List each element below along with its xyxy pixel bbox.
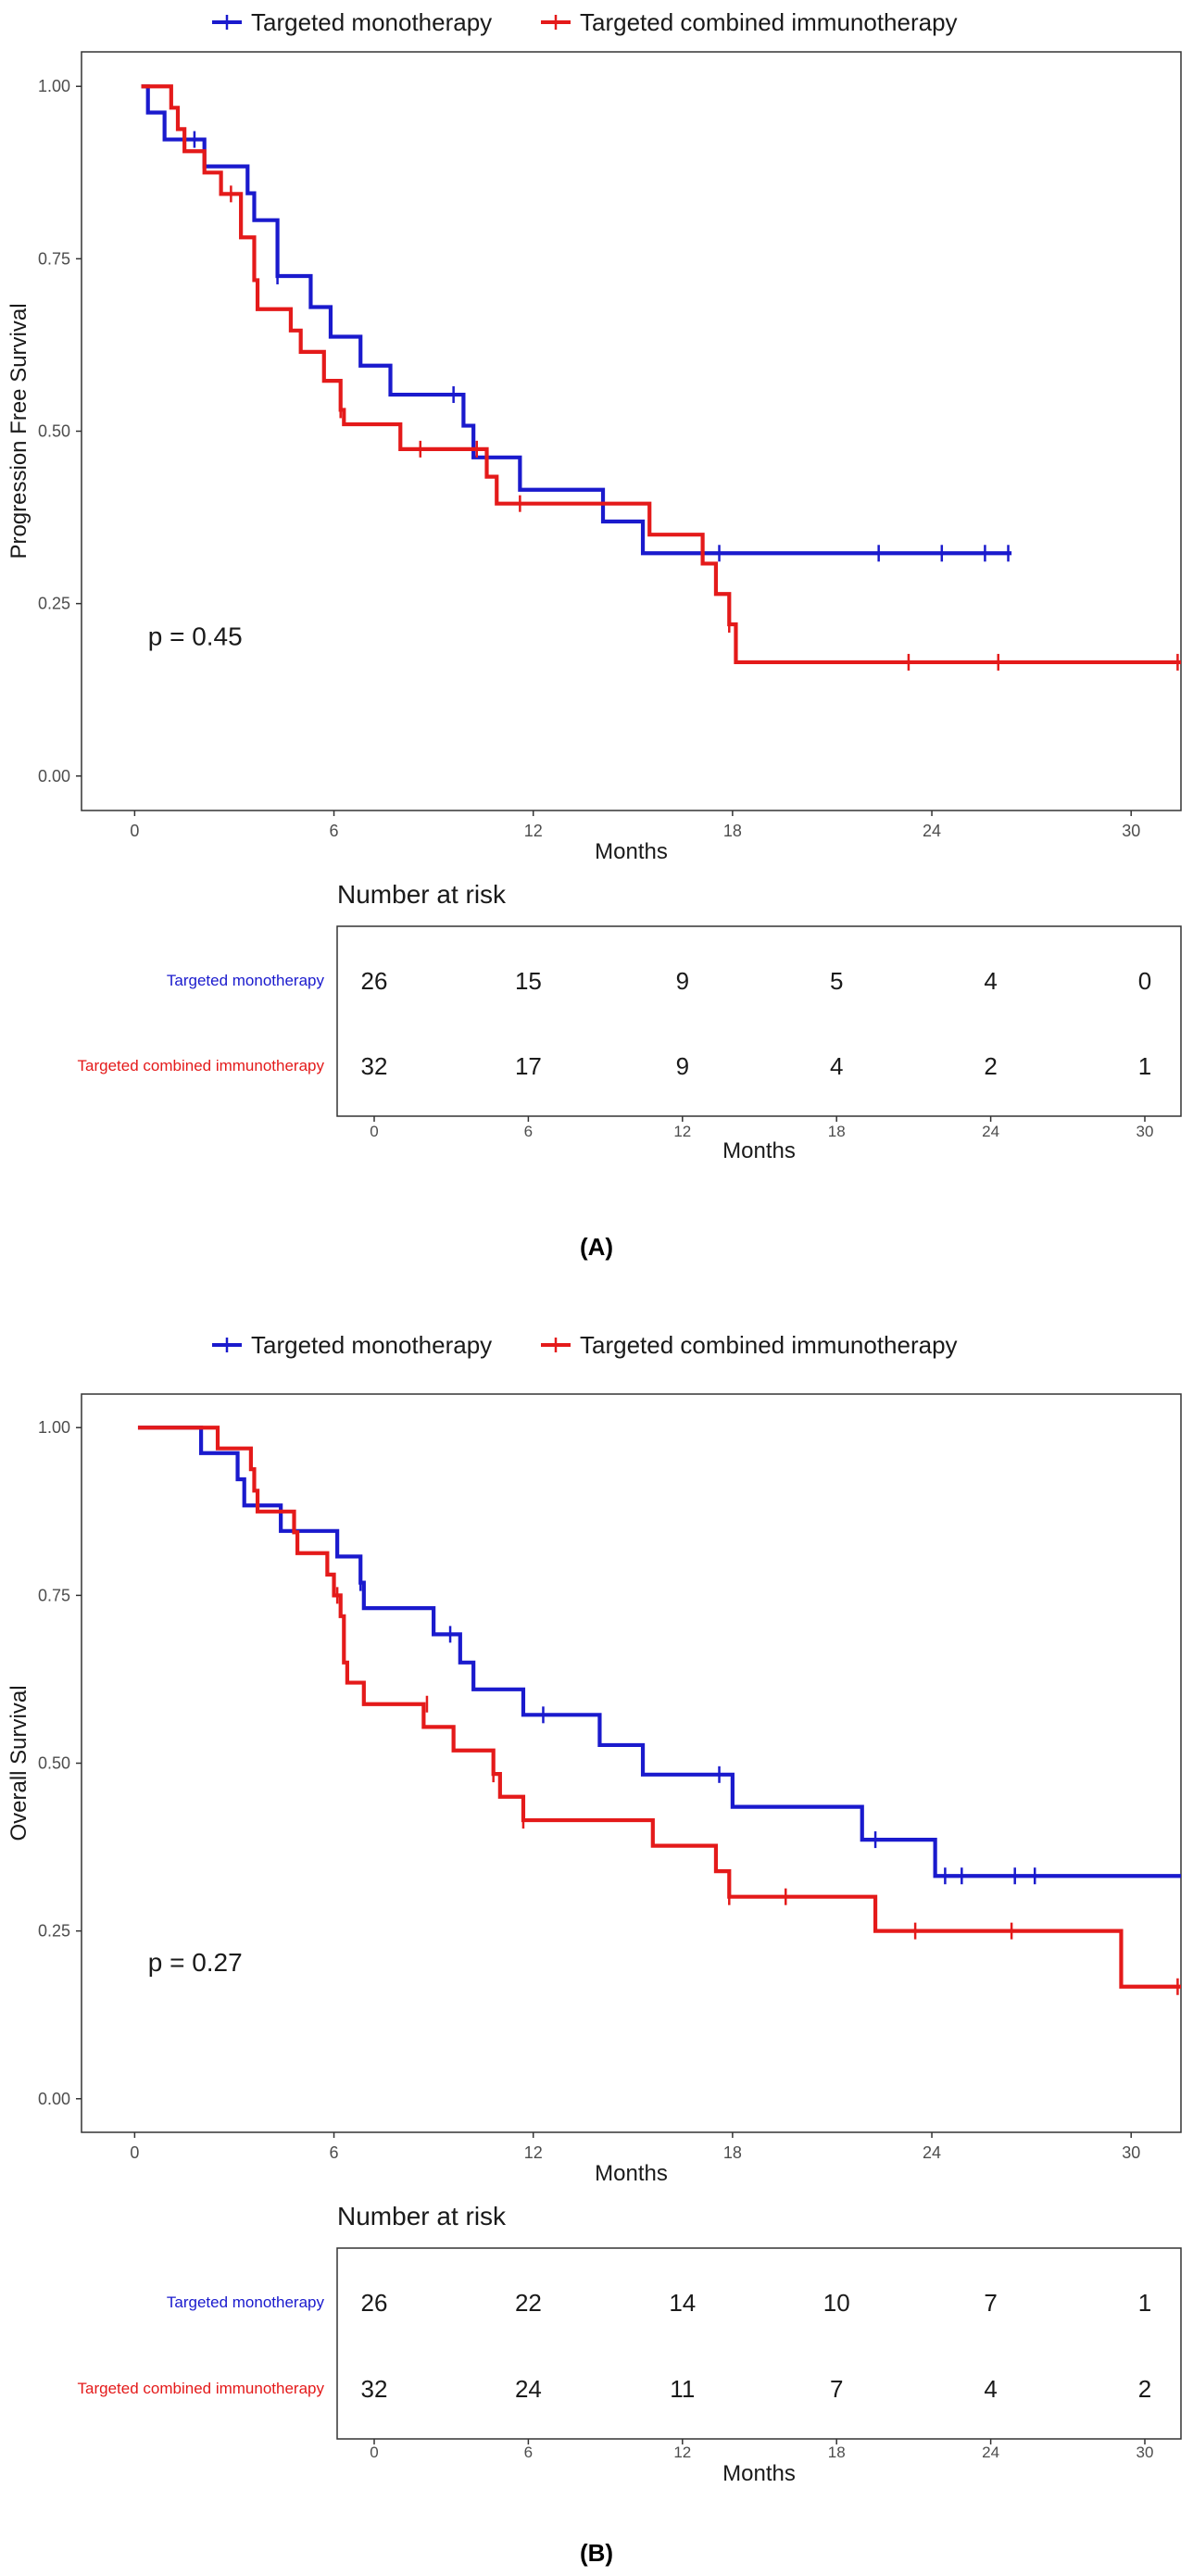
risk-x-tick-label: 6 (524, 1123, 533, 1140)
x-tick-label: 18 (723, 822, 742, 840)
x-tick-label: 6 (330, 822, 339, 840)
risk-count: 7 (830, 2375, 843, 2403)
risk-count: 24 (515, 2375, 542, 2403)
risk-count: 4 (984, 967, 997, 995)
risk-x-tick-label: 24 (982, 2444, 999, 2461)
risk-row-label: Targeted combined immunotherapy (78, 2380, 325, 2397)
risk-x-tick-label: 0 (370, 2444, 378, 2461)
figure-caption: (A) (580, 1233, 613, 1261)
risk-x-tick-label: 6 (524, 2444, 533, 2461)
x-tick-label: 30 (1122, 2143, 1140, 2162)
legend-item: Targeted monotherapy (212, 8, 492, 36)
risk-count: 0 (1138, 967, 1151, 995)
x-tick-label: 12 (524, 822, 543, 840)
risk-x-tick-label: 30 (1136, 2444, 1154, 2461)
y-tick-label: 0.25 (38, 1922, 70, 1941)
y-axis-label: Progression Free Survival (6, 303, 31, 559)
series-combined (137, 1426, 1181, 1995)
risk-row-label: Targeted combined immunotherapy (78, 1057, 325, 1074)
risk-table-title: Number at risk (337, 880, 507, 909)
x-tick-label: 18 (723, 2143, 742, 2162)
risk-count: 17 (515, 1052, 542, 1080)
risk-count: 2 (1138, 2375, 1151, 2403)
risk-count: 32 (361, 2375, 388, 2403)
p-value-label: p = 0.27 (148, 1948, 243, 1977)
y-tick-label: 0.75 (38, 249, 70, 268)
risk-x-tick-label: 12 (673, 2444, 691, 2461)
legend: Targeted monotherapy Targeted combined im… (212, 8, 958, 36)
risk-x-axis-label: Months (722, 1138, 796, 1163)
legend-label: Targeted combined immunotherapy (580, 1331, 958, 1359)
risk-x-tick-label: 24 (982, 1123, 999, 1140)
x-tick-label: 12 (524, 2143, 543, 2162)
risk-row-label: Targeted monotherapy (167, 2293, 325, 2311)
p-value-label: p = 0.45 (148, 622, 243, 650)
risk-count: 4 (984, 2375, 997, 2403)
y-tick-label: 0.00 (38, 767, 70, 785)
risk-count: 9 (676, 967, 689, 995)
legend-label: Targeted combined immunotherapy (580, 8, 958, 36)
figure-caption: (B) (580, 2539, 613, 2567)
x-tick-label: 24 (923, 2143, 941, 2162)
risk-table-title: Number at risk (337, 2202, 507, 2230)
legend: Targeted monotherapy Targeted combined im… (212, 1331, 958, 1359)
x-axis-label: Months (595, 2161, 668, 2186)
series-monotherapy (141, 84, 1012, 562)
risk-count: 32 (361, 1052, 388, 1080)
survival-curve (141, 84, 1012, 556)
x-tick-label: 24 (923, 822, 941, 840)
risk-x-axis-label: Months (722, 2461, 796, 2486)
risk-table-box (336, 2247, 1182, 2440)
risk-count: 4 (830, 1052, 843, 1080)
series-monotherapy (137, 1426, 1181, 1885)
risk-count: 1 (1138, 1052, 1151, 1080)
risk-count: 26 (361, 967, 388, 995)
y-tick-label: 1.00 (38, 1418, 70, 1437)
chart-a: Targeted monotherapy Targeted combined im… (6, 8, 1182, 1261)
risk-x-tick-label: 12 (673, 1123, 691, 1140)
risk-x-tick-label: 30 (1136, 1123, 1154, 1140)
y-tick-label: 1.00 (38, 77, 70, 95)
x-axis-label: Months (595, 839, 668, 864)
risk-row-label: Targeted monotherapy (167, 972, 325, 989)
survival-curve (137, 1426, 1181, 1879)
risk-count: 1 (1138, 2289, 1151, 2317)
risk-count: 15 (515, 967, 542, 995)
risk-x-tick-label: 18 (828, 2444, 846, 2461)
y-tick-label: 0.75 (38, 1586, 70, 1604)
survival-curve (141, 84, 1181, 665)
y-tick-label: 0.50 (38, 422, 70, 441)
risk-count: 7 (984, 2289, 997, 2317)
risk-count: 22 (515, 2289, 542, 2317)
x-tick-label: 0 (130, 2143, 139, 2162)
x-tick-label: 0 (130, 822, 139, 840)
risk-count: 2 (984, 1052, 997, 1080)
legend-item: Targeted combined immunotherapy (541, 1331, 958, 1359)
x-tick-label: 6 (330, 2143, 339, 2162)
risk-count: 14 (669, 2289, 696, 2317)
y-tick-label: 0.50 (38, 1754, 70, 1773)
legend-item: Targeted combined immunotherapy (541, 8, 958, 36)
y-axis-label: Overall Survival (6, 1685, 31, 1841)
survival-curve (137, 1426, 1181, 1989)
legend-label: Targeted monotherapy (251, 1331, 492, 1359)
chart-b: Targeted monotherapy Targeted combined im… (6, 1331, 1182, 2567)
risk-count: 9 (676, 1052, 689, 1080)
legend-label: Targeted monotherapy (251, 8, 492, 36)
x-tick-label: 30 (1122, 822, 1140, 840)
risk-count: 5 (830, 967, 843, 995)
risk-x-tick-label: 18 (828, 1123, 846, 1140)
risk-count: 11 (670, 2375, 695, 2403)
series-combined (141, 84, 1181, 671)
risk-count: 26 (361, 2289, 388, 2317)
risk-table-box (336, 925, 1182, 1117)
risk-x-tick-label: 0 (370, 1123, 378, 1140)
y-tick-label: 0.25 (38, 595, 70, 613)
y-tick-label: 0.00 (38, 2090, 70, 2108)
risk-count: 10 (823, 2289, 850, 2317)
legend-item: Targeted monotherapy (212, 1331, 492, 1359)
